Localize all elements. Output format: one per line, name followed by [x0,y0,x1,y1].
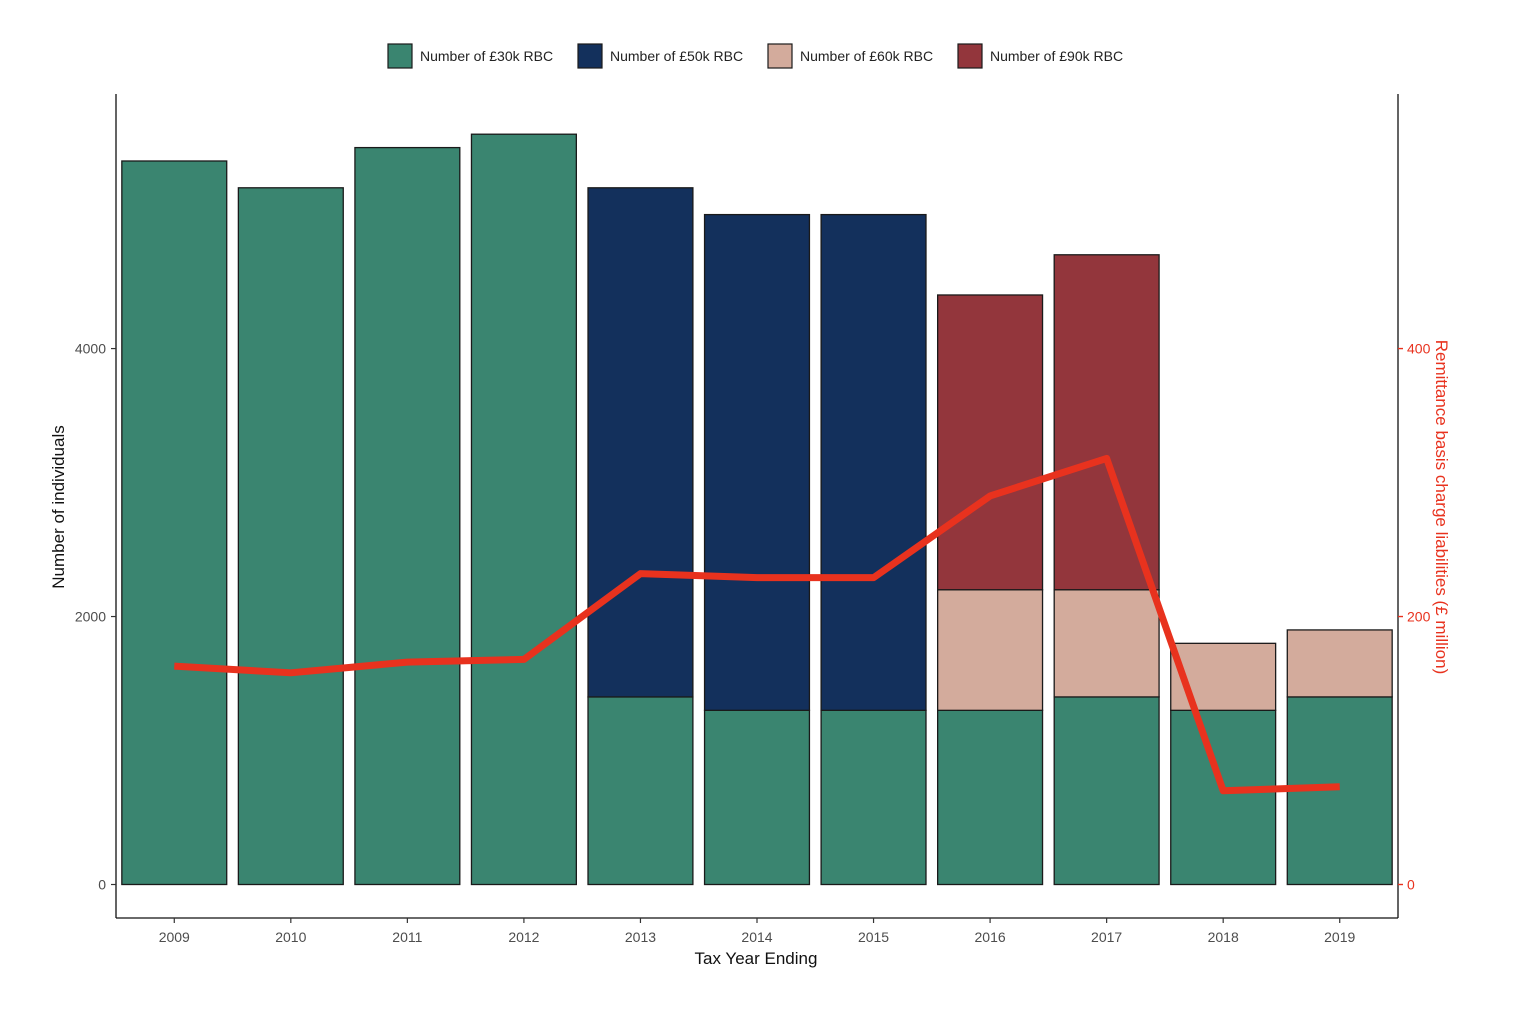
x-tick-label: 2012 [508,929,539,945]
legend-key-1 [577,43,603,69]
bar-2019-series-2 [1286,629,1393,698]
bar-2015-series-1 [820,213,927,711]
bar-2016-series-3 [937,294,1044,591]
bar-2012-series-0 [470,133,577,886]
y-tick-label: 4000 [75,341,106,357]
y2-tick-label: 0 [1407,877,1415,893]
y2-tick-label: 400 [1407,341,1431,357]
bar-2010-series-0 [237,187,344,886]
bar-2017-series-0 [1053,696,1160,886]
axes-group: 0 2000 4000 0 200 400 2009 2010 2011 2012 2013 2014… [75,94,1431,945]
line-layer [174,454,1340,795]
y-tick-label: 2000 [75,609,106,625]
x-tick-label: 2017 [1091,929,1122,945]
x-tick-label: 2015 [858,929,889,945]
bar-2018-series-0 [1170,709,1277,886]
y2-tick-label: 200 [1407,609,1431,625]
x-tick-label: 2011 [392,929,422,945]
legend-label-1: Number of £50k RBC [610,48,743,64]
x-tick-label: 2013 [625,929,656,945]
bar-2013-series-1 [587,187,694,698]
x-tick-label: 2016 [975,929,1006,945]
x-tick-label: 2010 [275,929,306,945]
legend-key-2 [767,43,793,69]
legend: Number of £30k RBC Number of £50k RBC Numb… [387,43,1123,69]
legend-label-0: Number of £30k RBC [420,48,553,64]
bar-2014-series-1 [703,213,811,711]
bar-2016-series-2 [937,589,1044,711]
x-tick-label: 2019 [1324,929,1355,945]
legend-key-0 [387,43,413,69]
x-tick-label: 2009 [159,929,190,945]
y-tick-label: 0 [98,877,106,893]
legend-label-2: Number of £60k RBC [800,48,933,64]
y-axis-title: Number of individuals [49,425,68,588]
legend-label-3: Number of £90k RBC [990,48,1123,64]
bars-group [121,133,1393,886]
bar-2015-series-0 [820,709,927,886]
x-axis-title: Tax Year Ending [695,949,818,968]
x-tick-label: 2018 [1208,929,1239,945]
y2-axis-title: Remittance basis charge liabilities (£ m… [1432,340,1451,674]
bar-2017-series-2 [1053,589,1160,698]
bar-2011-series-0 [354,146,461,886]
bar-2009-series-0 [121,160,228,886]
bar-2016-series-0 [937,709,1044,886]
bar-2017-series-3 [1053,254,1160,591]
bar-2014-series-0 [703,709,811,886]
liabilities-line [174,454,1340,795]
legend-key-3 [957,43,983,69]
x-tick-label: 2014 [741,929,772,945]
bar-2013-series-0 [587,696,694,886]
